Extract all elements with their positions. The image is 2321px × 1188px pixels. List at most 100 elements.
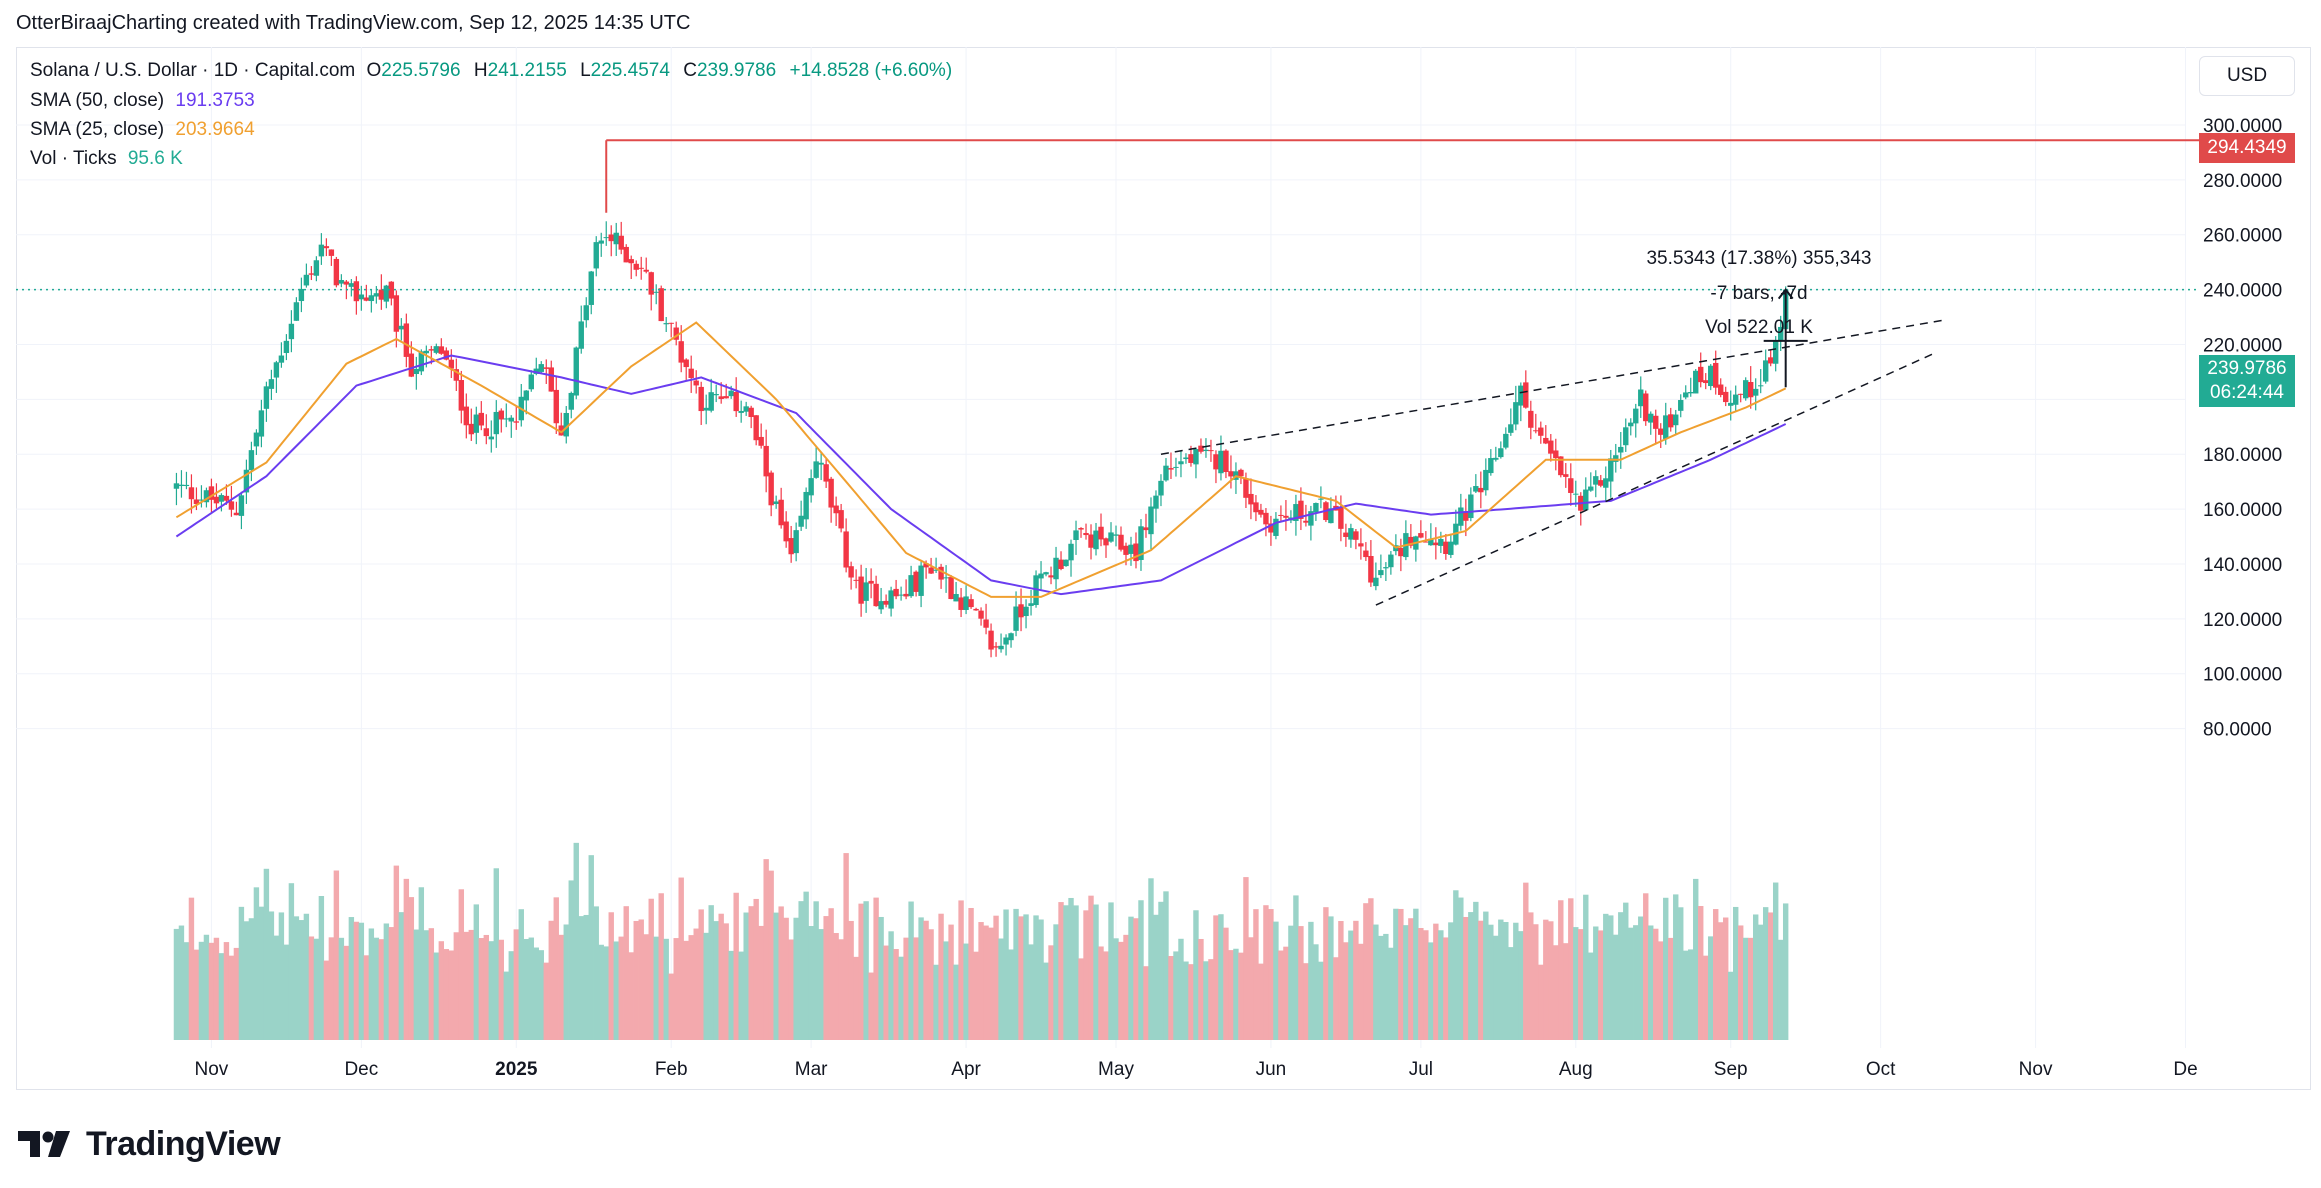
volume-bar xyxy=(373,937,380,1040)
candle-body xyxy=(448,359,455,369)
candle-body xyxy=(1253,502,1259,513)
candle-body xyxy=(328,249,335,256)
volume-bar xyxy=(1423,930,1429,1040)
candle-body xyxy=(618,235,624,250)
candle-body xyxy=(573,347,579,396)
volume-bar xyxy=(738,951,744,1040)
volume-bar xyxy=(573,842,579,1040)
x-tick-label: May xyxy=(1098,1059,1134,1080)
volume-bar xyxy=(1443,937,1449,1040)
volume-bar xyxy=(983,925,989,1040)
candle-body xyxy=(698,386,704,412)
candle-body xyxy=(1408,536,1414,546)
volume-value: 95.6 K xyxy=(127,148,183,169)
volume-bar xyxy=(1073,905,1079,1040)
candle-body xyxy=(258,410,265,437)
candle-body xyxy=(593,242,599,269)
volume-bar xyxy=(948,924,954,1040)
candle-body xyxy=(513,421,519,423)
volume-bar xyxy=(1533,924,1539,1040)
legend-sma25-row[interactable]: SMA (25, close) 203.9664 xyxy=(30,119,261,141)
candle-body xyxy=(608,234,614,242)
candle-body xyxy=(373,293,380,297)
high-label: H xyxy=(473,60,488,81)
candle-body xyxy=(178,484,185,487)
legend-volume-row[interactable]: Vol · Ticks 95.6 K xyxy=(30,148,189,170)
candle-body xyxy=(198,499,205,501)
volume-bar xyxy=(608,912,614,1040)
candle-body xyxy=(343,281,350,285)
candle-body xyxy=(543,367,549,369)
volume-bar xyxy=(1633,925,1639,1040)
volume-bar xyxy=(513,929,519,1040)
volume-bar xyxy=(833,933,839,1040)
volume-bar xyxy=(1233,948,1239,1040)
volume-bar xyxy=(1523,882,1529,1040)
candle-body xyxy=(1418,533,1424,538)
volume-bar xyxy=(1328,916,1334,1040)
candle-body xyxy=(1198,445,1204,452)
candle-body xyxy=(1588,486,1594,491)
candle-body xyxy=(898,594,904,596)
volume-bar xyxy=(643,934,649,1040)
candle-body xyxy=(1748,382,1754,398)
volume-bar xyxy=(1743,937,1749,1040)
volume-bar xyxy=(823,916,829,1040)
volume-bar xyxy=(1123,934,1129,1040)
candle-body xyxy=(1073,530,1079,540)
volume-bar xyxy=(1777,939,1784,1040)
candle-body xyxy=(1703,380,1709,384)
candle-body xyxy=(508,417,514,422)
y-tick-label: 180.0000 xyxy=(2203,445,2282,466)
volume-bar xyxy=(673,938,679,1040)
candle-body xyxy=(523,390,529,401)
candle-body xyxy=(1688,392,1694,394)
volume-bar xyxy=(1048,945,1054,1040)
candle-body xyxy=(283,340,290,354)
volume-bar xyxy=(458,889,465,1040)
volume-bar xyxy=(1188,964,1194,1040)
volume-bar xyxy=(288,883,295,1040)
volume-bar xyxy=(1483,911,1489,1040)
volume-bar xyxy=(1678,907,1684,1040)
currency-button[interactable]: USD xyxy=(2199,56,2295,96)
volume-bar xyxy=(558,934,564,1040)
volume-bar xyxy=(1718,922,1724,1040)
volume-bar xyxy=(1128,916,1134,1040)
volume-bar xyxy=(1118,941,1124,1040)
candle-body xyxy=(1213,454,1219,470)
volume-bar xyxy=(1358,943,1364,1040)
candle-body xyxy=(708,392,714,411)
symbol-title[interactable]: Solana / U.S. Dollar · 1D · Capital.com xyxy=(30,60,356,81)
volume-bar xyxy=(683,940,689,1040)
volume-bar xyxy=(523,938,529,1040)
volume-bar xyxy=(728,950,734,1040)
volume-bar xyxy=(1213,915,1219,1040)
candle-body xyxy=(1718,384,1724,395)
volume-bar xyxy=(1618,912,1624,1040)
volume-bar xyxy=(363,955,370,1040)
candle-body xyxy=(1608,458,1614,482)
volume-bar xyxy=(693,928,699,1040)
volume-bar xyxy=(1013,908,1019,1040)
volume-bar xyxy=(1278,950,1284,1040)
volume-bar xyxy=(1148,878,1154,1040)
candle-body xyxy=(503,418,509,420)
legend-sma50-row[interactable]: SMA (50, close) 191.3753 xyxy=(30,90,261,112)
volume-bar xyxy=(1668,937,1674,1040)
candle-body xyxy=(718,396,724,400)
volume-bar xyxy=(1388,947,1394,1040)
candle-body xyxy=(478,412,485,426)
candle-body xyxy=(248,450,255,471)
candle-body xyxy=(1148,506,1154,535)
candle-body xyxy=(538,364,544,372)
tradingview-logo[interactable]: TradingView xyxy=(18,1124,281,1164)
candle-body xyxy=(1368,556,1374,583)
candle-body xyxy=(613,232,619,245)
candle-body xyxy=(1573,493,1579,495)
volume-bar xyxy=(1782,903,1789,1040)
volume-bar xyxy=(1383,933,1389,1040)
candle-body xyxy=(743,406,749,412)
x-tick-label: Mar xyxy=(795,1059,828,1080)
